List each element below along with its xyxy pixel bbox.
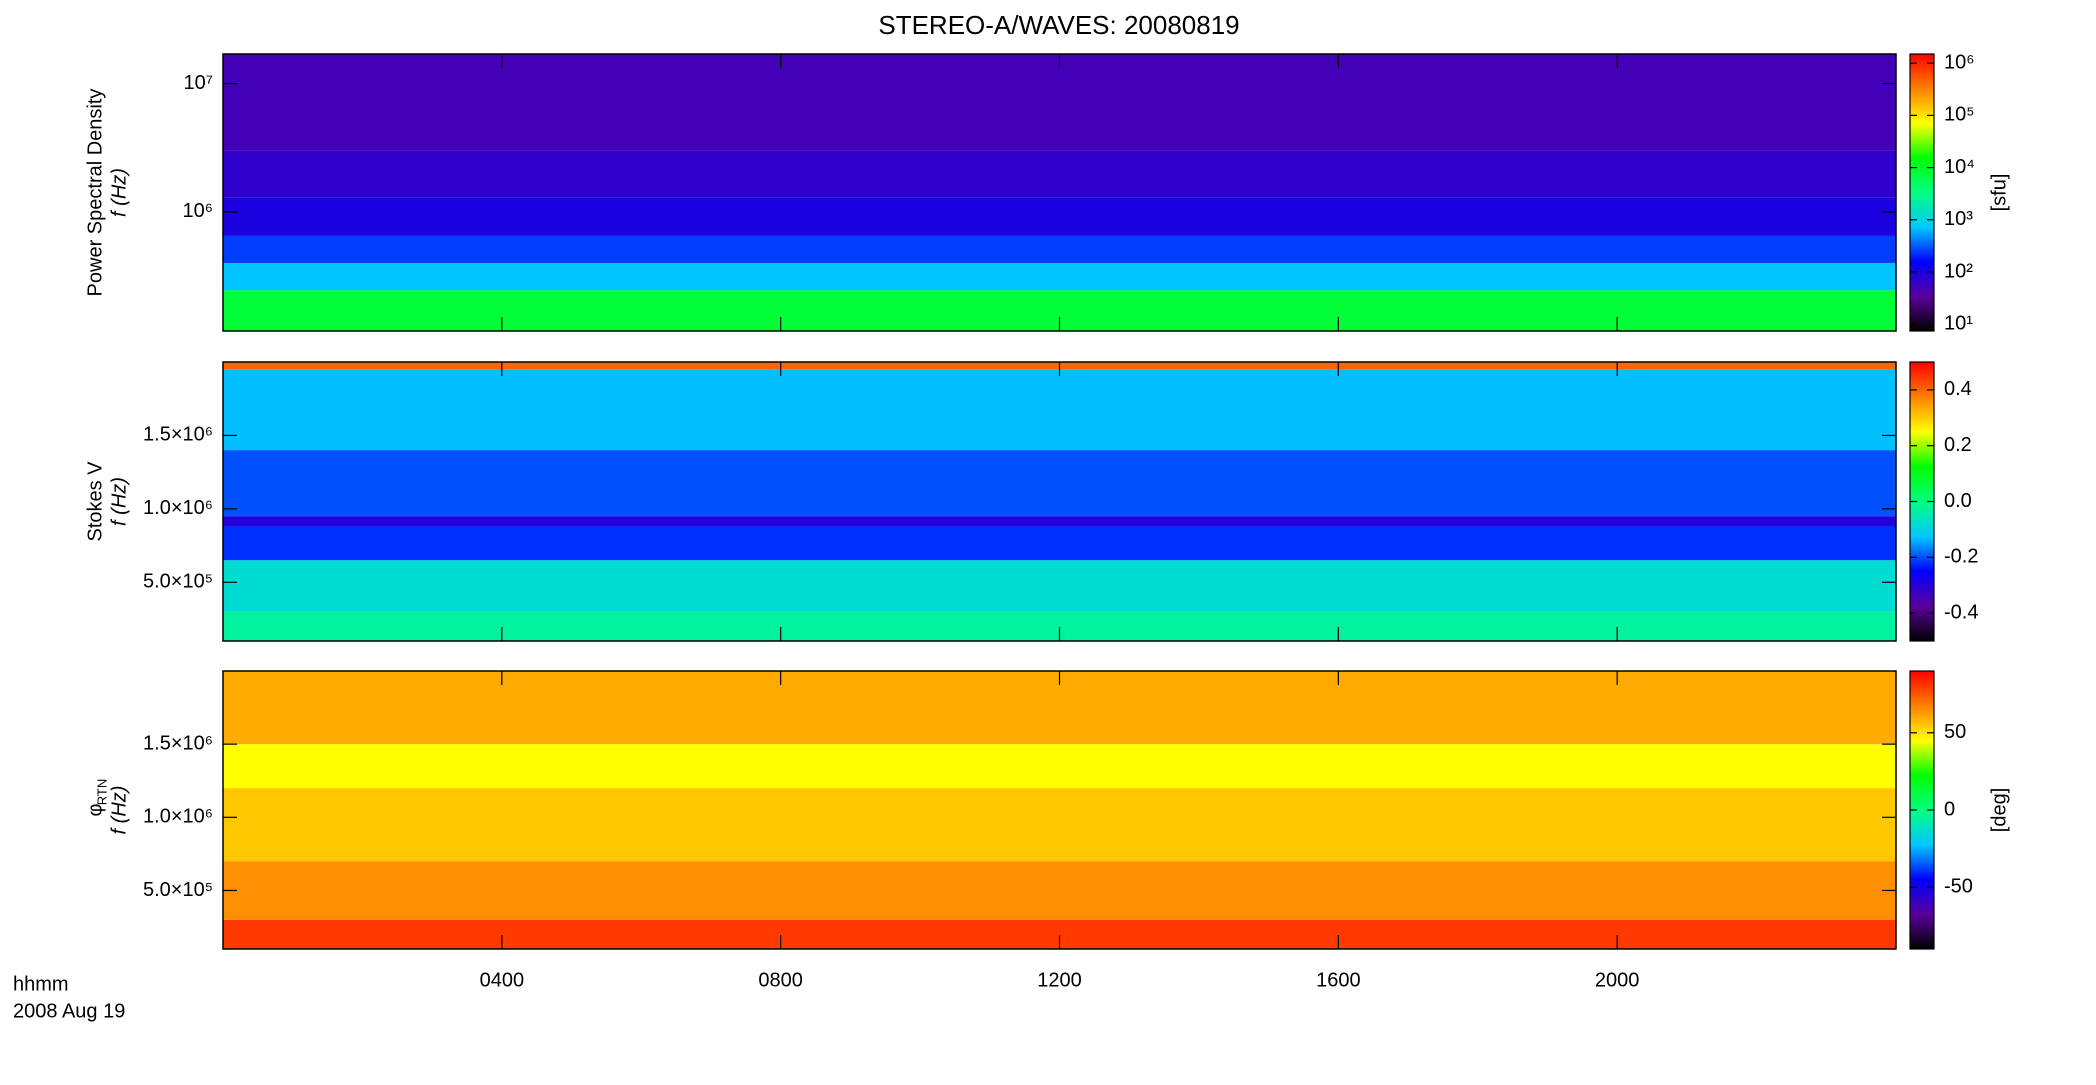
colorbar-tick-label: 10⁴ [1944, 156, 1975, 178]
colorbar-tick-label: 10⁵ [1944, 104, 1975, 126]
spectrogram-band [223, 526, 1896, 561]
spectrogram-band [223, 369, 1896, 451]
y-tick-label: 1.5×10⁶ [143, 732, 213, 754]
y-tick-label: 5.0×10⁵ [143, 879, 213, 901]
x-axis-label: hhmm [13, 973, 69, 995]
chart-title: STEREO-A/WAVES: 20080819 [878, 10, 1239, 40]
y-tick-label: 1.5×10⁶ [143, 424, 213, 446]
colorbar-label: [deg] [1988, 788, 2010, 832]
x-tick-label: 2000 [1595, 969, 1640, 991]
x-tick-label: 1600 [1316, 969, 1361, 991]
colorbar-tick-label: 10⁶ [1944, 51, 1974, 73]
spectrogram-band [223, 788, 1896, 862]
colorbar-tick-label: 0.4 [1944, 378, 1972, 400]
x-axis-date: 2008 Aug 19 [13, 1000, 125, 1022]
y-tick-label: 1.0×10⁶ [143, 806, 213, 828]
y-tick-label: 10⁶ [183, 200, 213, 222]
x-tick-label: 1200 [1037, 969, 1082, 991]
spectrogram-band [223, 262, 1896, 291]
spectrogram-band [223, 516, 1896, 527]
colorbar-tick-label: 0 [1944, 798, 1955, 820]
colorbar-tick-label: -0.4 [1944, 601, 1978, 623]
spectrogram-band [223, 450, 1896, 517]
colorbar [1909, 53, 1935, 332]
y-axis-label: Stokes V [84, 461, 106, 542]
spectrogram-band [223, 150, 1896, 198]
spectrogram-band [223, 54, 1896, 151]
spectrogram-band [223, 197, 1896, 236]
y-tick-label: 10⁷ [184, 72, 213, 94]
y-axis-label: f (Hz) [108, 168, 130, 217]
colorbar-tick-label: 10² [1944, 260, 1973, 282]
colorbar-tick-label: 10¹ [1944, 312, 1973, 334]
y-axis-label-subscript: RTN [94, 779, 109, 805]
x-tick-label: 0400 [480, 969, 525, 991]
x-tick-label: 0800 [758, 969, 803, 991]
y-axis-label: Power Spectral Density [84, 89, 106, 297]
colorbar-tick-label: -50 [1944, 876, 1973, 898]
colorbar-label: [sfu] [1988, 174, 2010, 212]
spectrogram-band [223, 235, 1896, 263]
colorbar-tick-label: 0.0 [1944, 490, 1972, 512]
colorbar-tick-label: 10³ [1944, 208, 1973, 230]
y-tick-label: 1.0×10⁶ [143, 497, 213, 519]
colorbar-tick-label: -0.2 [1944, 546, 1978, 568]
spectrogram-band [223, 744, 1896, 789]
spectrogram-band [223, 861, 1896, 920]
colorbar-tick-label: 0.2 [1944, 434, 1972, 456]
y-axis-label: f (Hz) [108, 786, 130, 835]
colorbar-tick-label: 50 [1944, 721, 1966, 743]
y-tick-label: 5.0×10⁵ [143, 571, 213, 593]
y-axis-label: φ [84, 803, 106, 816]
spectrogram-band [223, 560, 1896, 612]
y-axis-label: f (Hz) [108, 477, 130, 526]
